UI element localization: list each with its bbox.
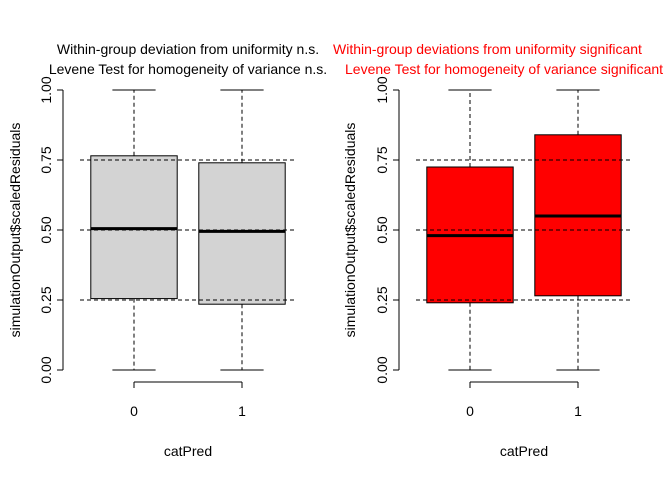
- y-tick-label: 0.25: [38, 286, 54, 313]
- left-title-line2: Levene Test for homogeneity of variance …: [49, 61, 327, 77]
- right-panel: 0.00 0.25 0.50 0.75 1.00 simulationOutput$sca…: [342, 76, 632, 459]
- left-y-axis: 0.00 0.25 0.50 0.75 1.00 simulationOutput$sca…: [7, 76, 64, 384]
- x-tick-label: 1: [238, 403, 246, 419]
- y-tick-label: 0.50: [374, 216, 390, 243]
- left-box-1: [198, 89, 286, 371]
- y-axis-label: simulationOutput$scaledResiduals: [7, 123, 23, 338]
- y-tick-label: 1.00: [38, 76, 54, 103]
- right-x-axis: 0 1 catPred: [466, 381, 582, 459]
- iqr-box: [198, 162, 286, 305]
- left-box-0: [90, 89, 178, 371]
- x-tick-label: 0: [130, 403, 138, 419]
- y-tick-label: 0.00: [38, 356, 54, 383]
- left-x-axis: 0 1 catPred: [130, 381, 246, 459]
- y-tick-label: 0.50: [38, 216, 54, 243]
- left-title-line1: Within-group deviation from uniformity n…: [57, 41, 319, 57]
- y-tick-label: 0.25: [374, 286, 390, 313]
- right-box-0: [426, 89, 514, 371]
- right-title-line1: Within-group deviations from uniformity …: [333, 41, 642, 57]
- y-tick-label: 0.75: [38, 146, 54, 173]
- x-tick-label: 1: [574, 403, 582, 419]
- y-tick-label: 1.00: [374, 76, 390, 103]
- y-axis-label: simulationOutput$scaledResiduals: [342, 123, 358, 338]
- y-tick-label: 0.75: [374, 146, 390, 173]
- right-title-line2: Levene Test for homogeneity of variance …: [345, 61, 663, 77]
- x-axis-label: catPred: [500, 443, 548, 459]
- right-y-axis: 0.00 0.25 0.50 0.75 1.00 simulationOutput$sca…: [342, 76, 400, 384]
- left-panel: 0.00 0.25 0.50 0.75 1.00 simulationOutput$sca…: [7, 76, 296, 459]
- x-axis-label: catPred: [164, 443, 212, 459]
- right-box-1: [534, 89, 622, 371]
- x-tick-label: 0: [466, 403, 474, 419]
- titles: Within-group deviation from uniformity n…: [49, 41, 663, 77]
- y-tick-label: 0.00: [374, 356, 390, 383]
